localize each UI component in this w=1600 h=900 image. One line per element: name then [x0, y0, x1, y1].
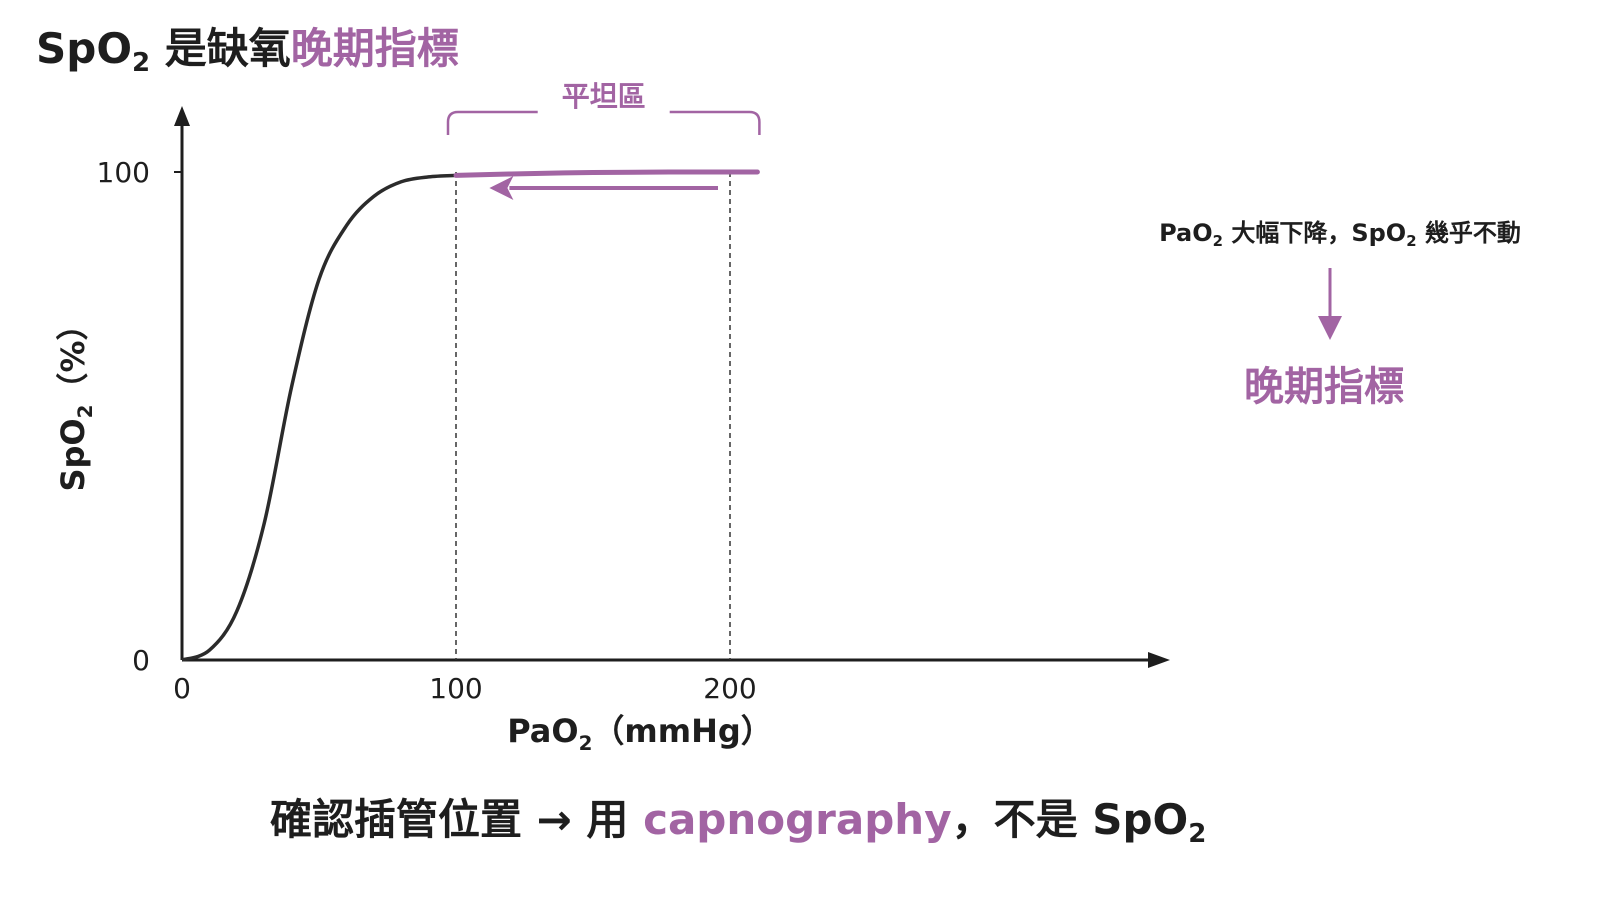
- annotation-result: 晚期指標: [1244, 364, 1404, 410]
- x-axis-arrow: [1148, 652, 1170, 668]
- series-layer: [181, 169, 760, 662]
- annotation-text: PaO2 大幅下降，SpO2 幾乎不動: [1159, 219, 1521, 250]
- x-axis-label: PaO2（mmHg）: [507, 712, 773, 755]
- plateau-annotation: 平坦區: [446, 80, 761, 200]
- left-arrow-head: [489, 176, 514, 200]
- reference-lines: [455, 172, 731, 660]
- x-tick-label: 100: [429, 672, 482, 705]
- ticks: 0 100 200 0 100: [97, 156, 757, 705]
- plateau-bracket-left: [446, 110, 538, 135]
- axes: [174, 106, 1170, 668]
- y-axis-label: SpO2（%）: [54, 308, 97, 491]
- chart-title-highlight: 晚期指標: [291, 24, 459, 73]
- x-tick-label: 200: [703, 672, 756, 705]
- side-annotation: PaO2 大幅下降，SpO2 幾乎不動 晚期指標: [1159, 219, 1521, 410]
- y-tick-label: 100: [97, 156, 150, 189]
- footer-note: 確認插管位置 → 用 capnography，不是 SpO2: [270, 795, 1206, 849]
- plateau-bracket-right: [669, 110, 761, 135]
- plateau-label: 平坦區: [562, 80, 646, 113]
- plateau-segment: [453, 169, 760, 178]
- y-tick-label: 0: [132, 644, 150, 677]
- down-arrow-head: [1318, 316, 1342, 340]
- footer-highlight: capnography: [643, 795, 952, 844]
- x-tick-label: 0: [173, 672, 191, 705]
- y-axis-arrow: [174, 106, 190, 126]
- chart-title: SpO2 是缺氧晚期指標: [36, 24, 459, 78]
- oxygen-curve: [181, 173, 457, 662]
